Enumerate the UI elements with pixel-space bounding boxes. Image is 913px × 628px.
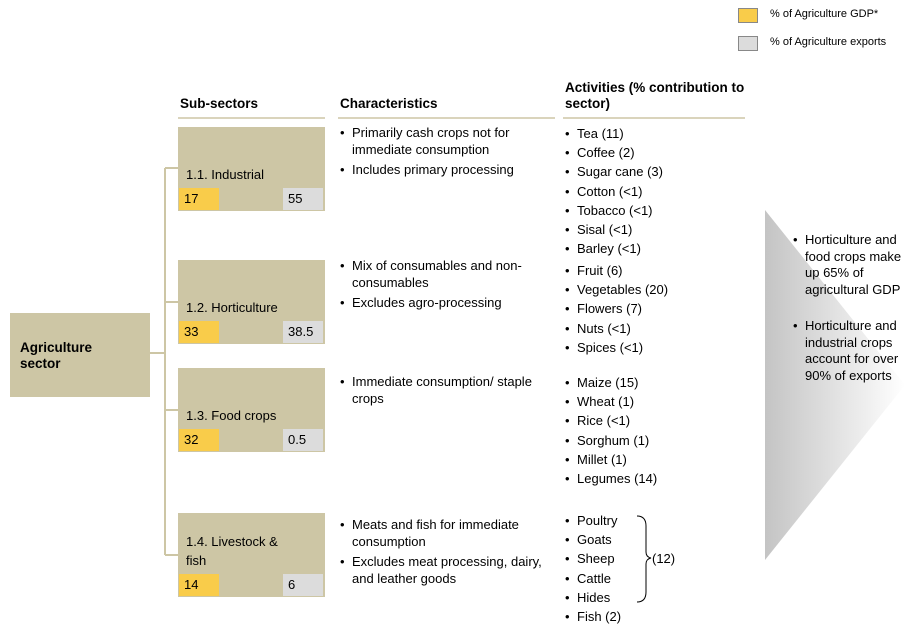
activity: Sorghum (1) xyxy=(565,431,745,450)
legend-swatch-exports xyxy=(738,36,758,51)
subsector-box: 1.1. Industrial 17 55 xyxy=(178,127,325,211)
header: Characteristics xyxy=(340,96,438,111)
activities: Maize (15)Wheat (1)Rice (<1)Sorghum (1)M… xyxy=(565,373,745,488)
activity: Millet (1) xyxy=(565,450,745,469)
activities: Tea (11)Coffee (2)Sugar cane (3)Cotton (… xyxy=(565,124,745,259)
activity: Spices (<1) xyxy=(565,338,745,357)
values: 32 0.5 xyxy=(179,429,323,451)
activity: Hides xyxy=(565,588,745,607)
subsector-label: 1.3. Food crops xyxy=(186,408,277,423)
exports-value: 55 xyxy=(283,188,323,210)
activity: Coffee (2) xyxy=(565,143,745,162)
activity: Flowers (7) xyxy=(565,299,745,318)
activity: Maize (15) xyxy=(565,373,745,392)
gdp-value: 32 xyxy=(179,429,219,451)
header: Activities (% contribution to sector) xyxy=(565,80,745,111)
exports-value: 38.5 xyxy=(283,321,323,343)
root-label: Agriculture sector xyxy=(20,340,93,371)
activity: Cattle xyxy=(565,569,745,588)
activity: Sisal (<1) xyxy=(565,220,745,239)
activities: PoultryGoatsSheepCattleHidesFish (2) xyxy=(565,511,745,626)
characteristic: Excludes meat processing, dairy, and lea… xyxy=(340,554,555,587)
summary: Horticulture and food crops make up 65% … xyxy=(793,232,905,384)
subsector-label: 1.1. Industrial xyxy=(186,167,265,182)
characteristic: Meats and fish for immediate consumption xyxy=(340,517,555,550)
values: 33 38.5 xyxy=(179,321,323,343)
activity: Rice (<1) xyxy=(565,411,745,430)
activity: Legumes (14) xyxy=(565,469,745,488)
activity: Tobacco (<1) xyxy=(565,201,745,220)
activity: Fruit (6) xyxy=(565,261,745,280)
exports-value: 0.5 xyxy=(283,429,323,451)
gdp-value: 33 xyxy=(179,321,219,343)
legend-label: % of Agriculture exports xyxy=(770,36,887,48)
characteristic: Mix of consumables and non-consumables xyxy=(340,258,555,291)
values: 14 6 xyxy=(179,574,323,596)
activity: Fish (2) xyxy=(565,607,745,626)
activity: Barley (<1) xyxy=(565,239,745,258)
activity: Poultry xyxy=(565,511,745,530)
activities: Fruit (6)Vegetables (20)Flowers (7)Nuts … xyxy=(565,261,745,357)
root-box: Agriculture sector xyxy=(10,313,150,397)
subsector-box: 1.3. Food crops 32 0.5 xyxy=(178,368,325,452)
characteristic: Excludes agro-processing xyxy=(340,295,555,312)
summary-point: Horticulture and industrial crops accoun… xyxy=(793,318,905,384)
characteristics: Mix of consumables and non-consumables Ex… xyxy=(340,258,555,312)
subsector-box: 1.4. Livestock & fish 14 6 xyxy=(178,513,325,597)
activity: Sheep xyxy=(565,549,745,568)
legend-swatch-gdp xyxy=(738,8,758,23)
legend-label: % of Agriculture GDP* xyxy=(770,8,879,20)
connectors xyxy=(150,167,178,556)
gdp-value: 17 xyxy=(179,188,219,210)
activity: Goats xyxy=(565,530,745,549)
exports-value: 6 xyxy=(283,574,323,596)
characteristic: Primarily cash crops not for immediate c… xyxy=(340,125,555,158)
subsector-label: 1.4. Livestock & fish xyxy=(186,534,278,568)
activity: Nuts (<1) xyxy=(565,319,745,338)
subsector-label: 1.2. Horticulture xyxy=(186,300,278,315)
activity: Vegetables (20) xyxy=(565,280,745,299)
characteristics: Meats and fish for immediate consumption… xyxy=(340,517,555,587)
activity: Cotton (<1) xyxy=(565,182,745,201)
header: Sub-sectors xyxy=(180,96,259,111)
characteristic: Immediate consumption/ staple crops xyxy=(340,374,555,407)
activity: Wheat (1) xyxy=(565,392,745,411)
values: 17 55 xyxy=(179,188,323,210)
characteristics: Primarily cash crops not for immediate c… xyxy=(340,125,555,179)
gdp-value: 14 xyxy=(179,574,219,596)
summary-point: Horticulture and food crops make up 65% … xyxy=(793,232,905,298)
characteristics: Immediate consumption/ staple crops xyxy=(340,374,555,407)
group-share: (12) xyxy=(652,551,676,566)
subsector-box: 1.2. Horticulture 33 38.5 xyxy=(178,260,325,344)
activity: Sugar cane (3) xyxy=(565,162,745,181)
activity: Tea (11) xyxy=(565,124,745,143)
characteristic: Includes primary processing xyxy=(340,162,555,179)
